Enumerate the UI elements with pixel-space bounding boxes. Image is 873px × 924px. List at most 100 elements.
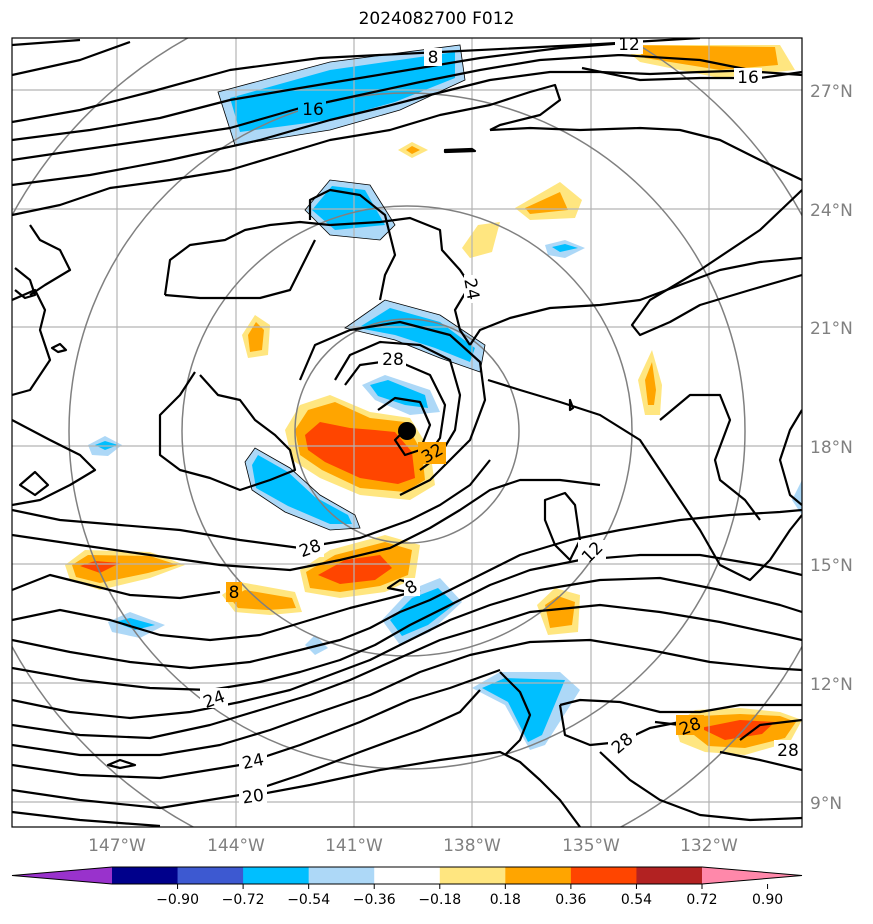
shade-outline: [244, 447, 361, 531]
contour-label: 12: [618, 35, 640, 55]
colorbar-swatch: [374, 867, 441, 884]
contour-line: [719, 750, 802, 772]
contour-line: [12, 553, 802, 692]
contour-line: [344, 358, 447, 456]
contour-line: [18, 470, 50, 497]
orange-area: [406, 146, 420, 154]
colorbar: −0.90 −0.72 −0.54 −0.36 −0.18 0.18 0.36 0.54 0.7…: [11, 866, 803, 908]
contour-line: [581, 66, 802, 82]
contour-label: 8: [229, 583, 240, 603]
contour-line: [164, 239, 316, 300]
colorbar-swatch: [243, 867, 310, 884]
contour-line: [239, 750, 581, 827]
contour-line: [12, 53, 802, 162]
lon-label: 138°W: [443, 836, 501, 856]
contour-line: [487, 378, 802, 582]
blue-area: [482, 678, 565, 742]
contour-line: [12, 576, 802, 720]
contour-line: [12, 689, 481, 810]
lon-label: 132°W: [680, 836, 738, 856]
blue-area: [390, 588, 455, 636]
orange-area: [630, 45, 778, 70]
blue-area: [115, 618, 155, 630]
contour-line: [12, 68, 761, 187]
contour-line: [489, 126, 802, 181]
contour-label: 16: [737, 68, 759, 88]
colorbar-swatch: [570, 867, 637, 884]
colorbar-tick-label: 0.18: [490, 892, 521, 908]
colorbar-outline: [11, 866, 803, 885]
lat-label: 15°N: [810, 556, 853, 576]
contour-label: 28: [777, 741, 799, 761]
lon-label: 141°W: [325, 836, 383, 856]
contour-line: [469, 256, 802, 346]
blue-area: [252, 455, 352, 524]
contour-label: 24: [459, 277, 482, 302]
contour-label: 24: [241, 750, 266, 774]
contour-line: [298, 320, 487, 496]
colorbar-tick-label: −0.54: [287, 892, 330, 908]
contour-line: [443, 147, 477, 154]
map-frame: [11, 37, 803, 828]
colorbar-tick-label: −0.18: [418, 892, 461, 908]
colorbar-tick-label: 0.54: [621, 892, 652, 908]
lon-label: 147°W: [88, 836, 146, 856]
lon-label: 135°W: [562, 836, 620, 856]
latitude-labels: 27°N 24°N 21°N 18°N 15°N 12°N 9°N: [810, 82, 853, 814]
blue-area: [358, 308, 475, 362]
colorbar-swatch: [636, 867, 703, 884]
colorbar-swatch: [505, 867, 572, 884]
contour-labels: 8 16 12 16 24 28 32 28 12 8 8 24 24: [200, 35, 802, 809]
lat-label: 27°N: [810, 82, 853, 102]
contour-line: [12, 288, 52, 397]
blue-area: [552, 244, 578, 252]
contour-line: [12, 638, 802, 757]
orange-area: [248, 322, 264, 352]
colorbar-tick-label: −0.90: [156, 892, 199, 908]
orange-area: [645, 362, 656, 405]
colorbar-swatch: [112, 867, 179, 884]
contour-line: [12, 573, 221, 600]
colorbar-swatch: [177, 867, 244, 884]
contour-label: 20: [241, 786, 265, 809]
gridlines: [12, 38, 802, 827]
colorbar-extend-high: [702, 867, 802, 884]
contour-line: [778, 409, 802, 506]
colorbar-tick-label: 0.72: [686, 892, 717, 908]
contour-line: [499, 671, 532, 756]
contour-line: [12, 419, 97, 507]
contour-line: [377, 396, 432, 457]
contour-line: [630, 189, 802, 337]
map-title: 2024082700 F012: [358, 9, 515, 29]
contour-line: [654, 720, 681, 727]
range-rings: [12, 38, 802, 827]
range-ring: [294, 318, 520, 544]
contour-label: 8: [428, 48, 439, 68]
contour-line: [308, 188, 397, 301]
contour-label: 28: [382, 350, 404, 370]
contour-line: [12, 478, 601, 572]
contour-line: [29, 224, 72, 296]
cyclone-center-marker: [398, 422, 416, 440]
colorbar-swatch: [308, 867, 375, 884]
contour-line: [158, 371, 297, 492]
contour-line: [559, 698, 802, 714]
lon-label: 144°W: [207, 836, 265, 856]
contour-line: [599, 751, 802, 822]
contour-line: [739, 718, 802, 741]
lat-label: 12°N: [810, 675, 853, 695]
contour-line: [12, 83, 562, 217]
red-area: [700, 720, 775, 740]
contour-line: [12, 40, 641, 142]
lat-label: 9°N: [810, 794, 842, 814]
orange-area: [545, 596, 575, 628]
range-ring: [68, 92, 746, 770]
colorbar-tick-label: −0.36: [353, 892, 396, 908]
colorbar-swatch: [439, 867, 506, 884]
shade-outline: [304, 179, 396, 241]
contour-line: [12, 38, 81, 47]
red-area: [318, 555, 392, 584]
red-area: [305, 422, 415, 484]
contour-line: [12, 588, 421, 642]
